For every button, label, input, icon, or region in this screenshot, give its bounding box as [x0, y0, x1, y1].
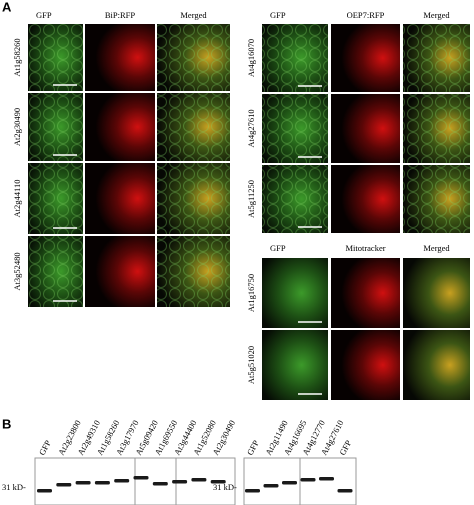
cell-texture: [157, 24, 230, 91]
column-header: GFP: [270, 243, 286, 253]
column-header: Merged: [180, 10, 207, 20]
panel-label: A: [2, 0, 12, 14]
cell-texture: [262, 94, 328, 163]
panel-label: B: [2, 416, 11, 431]
micrograph: [85, 236, 155, 307]
lane-label: GFP: [245, 438, 261, 457]
cell-texture: [403, 24, 470, 92]
marker-label: 31 kD-: [213, 482, 237, 492]
cell-texture: [262, 24, 328, 92]
band: [319, 477, 334, 481]
lane-label: GFP: [337, 438, 353, 457]
cell-texture: [403, 94, 470, 163]
band: [152, 482, 168, 486]
cell-texture: [28, 236, 83, 307]
column-header: BiP:RFP: [105, 10, 136, 20]
band: [172, 480, 188, 484]
micrograph: [331, 330, 400, 400]
cell-texture: [157, 93, 230, 161]
row-label: At4g16070: [246, 39, 256, 77]
row-label: At5g51020: [246, 346, 256, 384]
micrograph: [403, 258, 470, 328]
column-header: GFP: [36, 10, 52, 20]
micrograph: [331, 165, 400, 233]
band: [114, 479, 130, 483]
micrograph: [331, 94, 400, 163]
cell-texture: [157, 163, 230, 234]
cell-texture: [28, 163, 83, 234]
column-header: Merged: [423, 10, 450, 20]
row-label: At4g27610: [246, 109, 256, 147]
band: [282, 481, 297, 485]
band: [210, 480, 226, 484]
band: [75, 481, 91, 485]
band: [94, 481, 110, 485]
row-label: At1g16750: [246, 274, 256, 312]
marker-label: 31 kD-: [2, 482, 26, 492]
band: [245, 489, 260, 493]
micrograph: [85, 163, 155, 234]
row-label: At3g52480: [12, 252, 22, 290]
row-label: At1g58260: [12, 38, 22, 76]
cell-texture: [262, 165, 328, 233]
cell-texture: [157, 236, 230, 307]
column-header: Merged: [423, 243, 450, 253]
micrograph: [85, 93, 155, 161]
cell-texture: [28, 93, 83, 161]
micrograph: [262, 330, 328, 400]
column-header: OEP7:RFP: [347, 10, 385, 20]
column-header: GFP: [270, 10, 286, 20]
column-header: Mitotracker: [345, 243, 385, 253]
cell-texture: [403, 165, 470, 233]
band: [37, 489, 52, 493]
band: [56, 483, 72, 487]
micrograph: [85, 24, 155, 91]
band: [337, 489, 353, 493]
micrograph: [262, 258, 328, 328]
cell-texture: [28, 24, 83, 91]
row-label: At2g44110: [12, 180, 22, 218]
micrograph: [403, 330, 470, 400]
micrograph: [331, 24, 400, 92]
band: [191, 478, 207, 482]
micrograph: [331, 258, 400, 328]
band: [300, 478, 316, 482]
row-label: At5g11250: [246, 180, 256, 218]
band: [263, 484, 279, 488]
row-label: At2g30490: [12, 108, 22, 146]
lane-label: GFP: [37, 438, 53, 457]
band: [133, 476, 149, 480]
